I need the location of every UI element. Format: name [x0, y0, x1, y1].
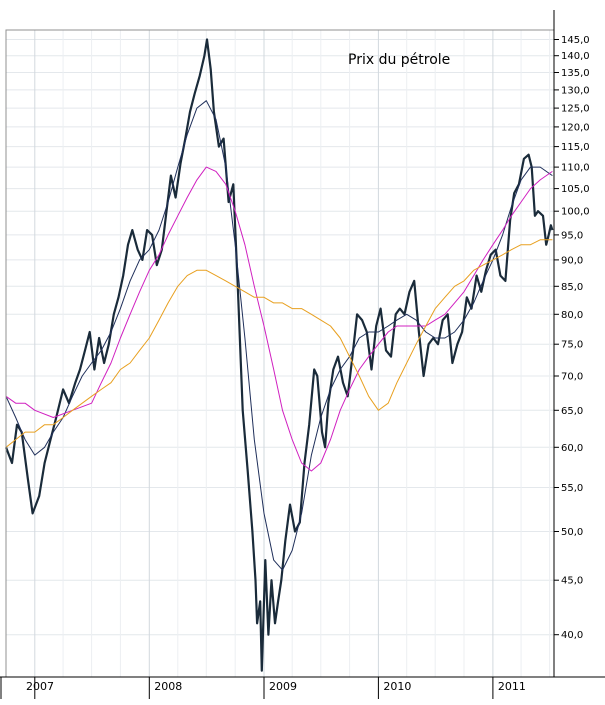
series-line-4 — [5, 239, 553, 448]
y-tick-label: 70,0 — [561, 372, 583, 383]
y-tick-label: 80,0 — [561, 310, 583, 321]
frame — [0, 10, 605, 699]
series-group — [4, 38, 554, 672]
y-tick-label: 105,0 — [561, 184, 590, 195]
x-tick-label: 2011 — [498, 680, 526, 693]
y-tick-label: 110,0 — [561, 163, 590, 174]
series-line-2 — [5, 100, 553, 571]
chart-title: Prix du pétrole — [348, 52, 450, 68]
y-tick-label: 65,0 — [561, 406, 583, 417]
x-axis: 2007 2008 2009 2010 2011 — [26, 677, 526, 699]
series-line-3 — [5, 166, 553, 472]
y-tick-label: 55,0 — [561, 483, 583, 494]
series-line-1 — [4, 38, 554, 672]
y-tick-label: 130,0 — [561, 85, 590, 96]
y-tick-label: 100,0 — [561, 207, 590, 218]
y-tick-label: 145,0 — [561, 35, 590, 46]
x-tick-label: 2007 — [26, 680, 54, 693]
y-tick-label: 140,0 — [561, 51, 590, 62]
y-tick-label: 60,0 — [561, 443, 583, 454]
y-tick-label: 115,0 — [561, 142, 590, 153]
y-tick-label: 50,0 — [561, 527, 583, 538]
y-tick-label: 95,0 — [561, 230, 583, 241]
y-tick-label: 75,0 — [561, 340, 583, 351]
y-tick-label: 40,0 — [561, 630, 583, 641]
y-tick-label: 45,0 — [561, 576, 583, 587]
y-tick-label: 90,0 — [561, 255, 583, 266]
y-axis: 40,0 45,0 50,0 55,0 60,0 65,0 70,0 75,0 80,0 85,0… — [554, 35, 590, 641]
x-tick-label: 2010 — [383, 680, 411, 693]
y-tick-label: 135,0 — [561, 68, 590, 79]
x-tick-label: 2009 — [269, 680, 297, 693]
x-tick-label: 2008 — [154, 680, 182, 693]
y-tick-label: 120,0 — [561, 122, 590, 133]
y-tick-label: 85,0 — [561, 282, 583, 293]
y-tick-label: 125,0 — [561, 104, 590, 115]
